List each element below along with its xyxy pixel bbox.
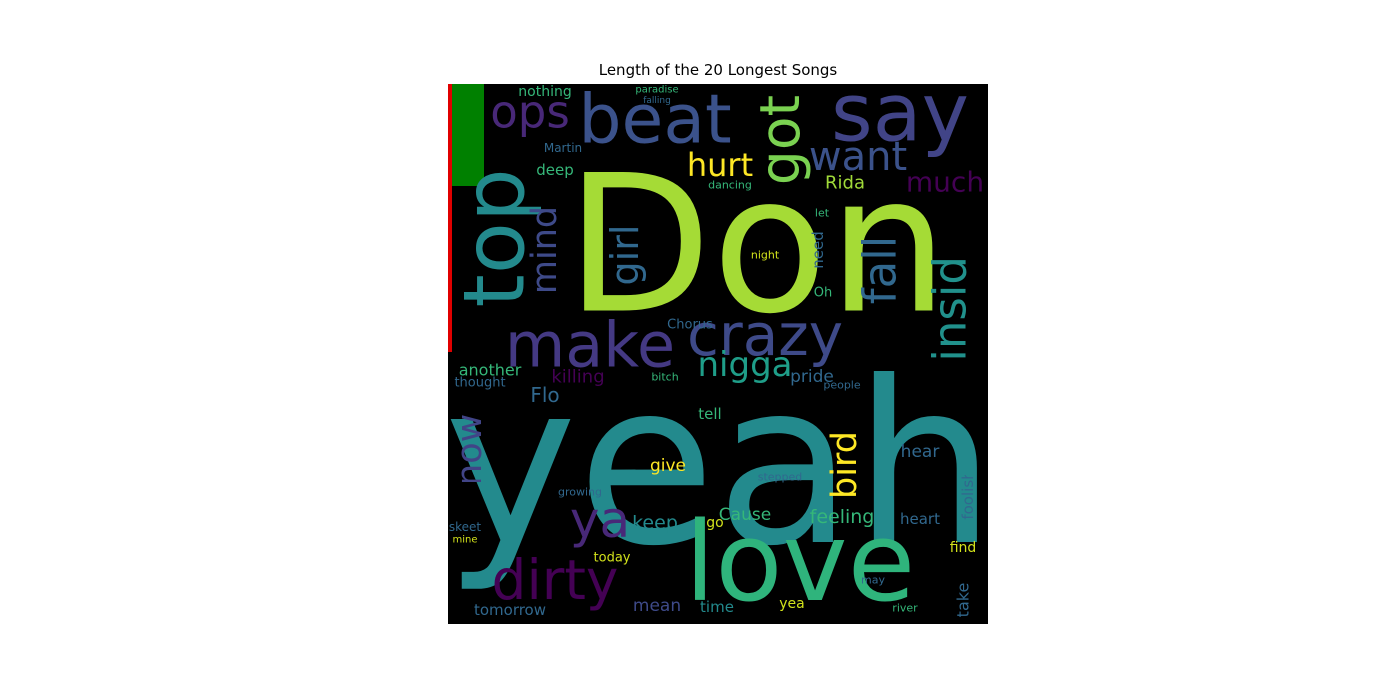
word: foolish — [959, 470, 977, 519]
word: growing — [558, 486, 602, 499]
word: mean — [633, 596, 681, 616]
word: much — [906, 166, 984, 199]
word: know — [450, 414, 490, 507]
word: paradise — [635, 85, 678, 96]
word: river — [892, 602, 918, 615]
word: yeah — [444, 334, 996, 596]
word: fall — [854, 236, 907, 304]
word: bitch — [651, 371, 678, 384]
word: go — [706, 515, 723, 531]
word: deep — [536, 161, 574, 179]
word: thought — [454, 376, 505, 391]
word: tell — [698, 405, 721, 423]
word: hurt — [687, 146, 753, 184]
word: love — [685, 498, 916, 626]
word: Don — [566, 135, 949, 356]
word: nothing — [518, 84, 571, 100]
word: bird — [825, 431, 865, 499]
word: time — [700, 598, 734, 616]
word: need — [809, 231, 827, 269]
word: say — [831, 67, 969, 160]
word: make — [505, 309, 675, 382]
word: people — [823, 379, 861, 392]
word: Cause — [719, 505, 771, 525]
artifact — [448, 84, 452, 352]
cloud-background — [448, 84, 988, 624]
word: crazy — [687, 301, 843, 369]
word: mind — [525, 206, 565, 294]
word: may — [861, 574, 885, 587]
word: nigga — [698, 345, 793, 385]
word: pride — [790, 367, 834, 387]
word: skeet — [449, 520, 482, 534]
word: hear — [901, 442, 940, 462]
word: girl — [603, 225, 647, 286]
word: today — [594, 551, 631, 566]
word: got — [748, 95, 812, 185]
word: killing — [551, 367, 604, 388]
word: tomorrow — [474, 601, 546, 619]
word: Martin — [544, 141, 582, 155]
word: another — [459, 361, 522, 380]
word: yea — [779, 596, 804, 612]
word: stop — [446, 168, 545, 352]
artifact — [452, 84, 484, 186]
word: want — [809, 134, 907, 180]
word: dancing — [708, 179, 752, 192]
word: ops — [490, 86, 570, 139]
word: take — [954, 583, 973, 618]
word: Oh — [814, 286, 832, 301]
word: stepped — [758, 471, 803, 484]
word: let — [815, 207, 830, 220]
word: ya — [570, 491, 630, 549]
word: feeling — [810, 506, 875, 528]
word: mine — [452, 535, 477, 546]
word: Chorus — [667, 318, 713, 333]
word: dirty — [492, 548, 619, 612]
word: Flo — [530, 383, 559, 407]
word: inside — [924, 228, 977, 361]
word: falling — [643, 96, 671, 106]
word: heart — [900, 510, 940, 528]
word: keep — [632, 512, 678, 534]
word: find — [950, 540, 977, 556]
word: give — [650, 456, 686, 476]
chart-title: Length of the 20 Longest Songs — [599, 61, 838, 79]
word: beat — [578, 81, 731, 160]
word: night — [751, 249, 780, 262]
word: Rida — [825, 173, 865, 194]
